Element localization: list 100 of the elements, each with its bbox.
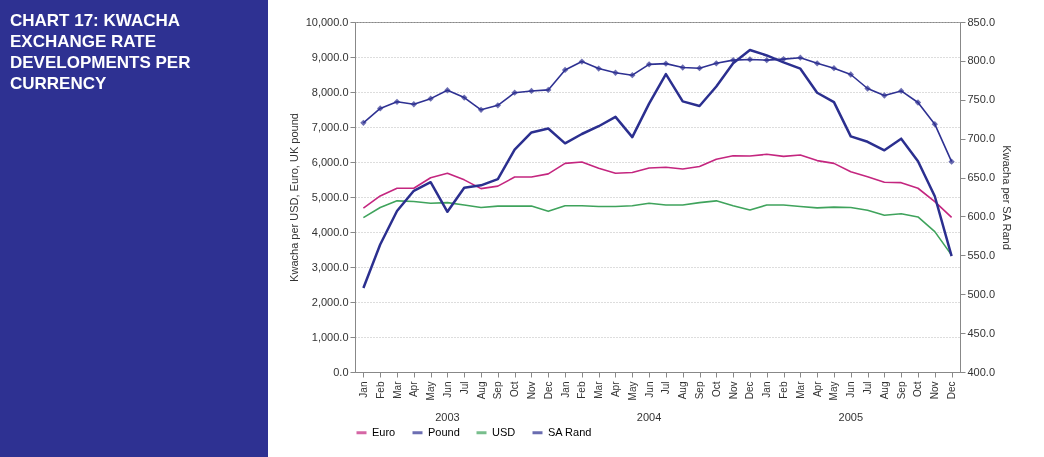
y2-tick-label: 800.0 xyxy=(967,54,996,67)
point xyxy=(645,61,653,68)
x-tick-label: Oct xyxy=(912,381,924,398)
y2-tick-label: 850.0 xyxy=(967,15,996,28)
point xyxy=(461,94,468,101)
x-tick-label: Nov xyxy=(929,381,941,400)
point xyxy=(881,92,888,99)
x-tick-label: Sep xyxy=(492,381,504,400)
y-tick-label: 6,000.0 xyxy=(311,155,349,168)
x-tick-label: Dec xyxy=(542,381,554,400)
y2-tick-label: 400.0 xyxy=(967,365,996,378)
legend-label: USD xyxy=(492,425,516,438)
x-tick-label: Apr xyxy=(609,380,621,398)
x-tick-label: Aug xyxy=(878,381,890,400)
y-tick-label: 3,000.0 xyxy=(311,260,349,273)
text: CHART 17: KWACHA EXCHANGE RATE DEVELOPMENTS PER CURRENCY xyxy=(10,10,192,94)
point xyxy=(528,87,535,95)
point xyxy=(914,99,922,106)
point xyxy=(931,121,938,128)
y-axis-title: Kwacha per USD, Euro, UK pound xyxy=(287,113,300,282)
x-tick-label: Oct xyxy=(710,381,722,398)
y2-tick-label: 450.0 xyxy=(967,326,996,339)
y-tick-label: 9,000.0 xyxy=(311,50,349,63)
point xyxy=(360,119,367,126)
line-series xyxy=(362,48,953,290)
x-tick-label: Jun xyxy=(845,381,857,398)
point xyxy=(595,65,602,72)
point xyxy=(662,60,670,67)
x-tick-label: Mar xyxy=(794,380,806,399)
point xyxy=(612,69,619,76)
point xyxy=(511,89,518,96)
y-tick-label: 0.0 xyxy=(333,365,349,378)
legend-label: Pound xyxy=(428,425,460,438)
point xyxy=(629,72,636,79)
x-tick-label: May xyxy=(828,381,840,401)
x-tick-label: Jun xyxy=(643,381,655,398)
y-tick-label: 4,000.0 xyxy=(311,225,349,238)
y2-tick-label: 550.0 xyxy=(967,248,996,261)
point xyxy=(797,54,804,61)
x-tick-label: Jul xyxy=(660,381,672,395)
x-tick-label: Dec xyxy=(946,381,958,400)
line-series xyxy=(362,153,953,219)
x-tick-label: Jul xyxy=(862,381,874,395)
y2-tick-label: 750.0 xyxy=(967,93,996,106)
text: 2005 xyxy=(838,411,864,423)
point xyxy=(864,85,871,92)
point xyxy=(847,71,854,78)
x-tick-label: Sep xyxy=(694,381,706,400)
y-tick-label: 1,000.0 xyxy=(311,330,349,343)
point xyxy=(494,102,502,109)
point xyxy=(393,98,401,105)
y2-tick-label: 700.0 xyxy=(967,132,996,145)
text: 2003 xyxy=(435,411,460,423)
y2-axis-title: Kwacha per SA Rand xyxy=(1001,145,1014,250)
point xyxy=(410,101,417,108)
x-tick-label: Aug xyxy=(475,381,487,400)
point xyxy=(813,60,821,67)
point xyxy=(830,65,838,72)
x-tick-label: Mar xyxy=(391,380,403,399)
x-tick-label: Nov xyxy=(727,381,739,400)
y-tick-label: 7,000.0 xyxy=(311,120,349,133)
y2-tick-label: 500.0 xyxy=(967,287,996,300)
point xyxy=(696,65,703,72)
x-tick-label: May xyxy=(626,381,638,401)
point xyxy=(679,64,686,71)
point xyxy=(948,158,955,165)
y2-tick-label: 600.0 xyxy=(967,209,996,222)
x-tick-label: Jan xyxy=(559,381,571,398)
x-tick-label: Nov xyxy=(525,381,537,400)
x-tick-label: Jul xyxy=(458,381,470,395)
y-tick-label: 5,000.0 xyxy=(311,190,349,203)
x-tick-label: Sep xyxy=(895,381,907,400)
x-tick-label: Dec xyxy=(744,381,756,400)
x-tick-label: May xyxy=(425,381,437,401)
x-tick-label: Jun xyxy=(441,381,453,398)
line-series xyxy=(362,200,953,256)
legend-label: Euro xyxy=(372,425,396,438)
text: 2004 xyxy=(636,411,662,423)
point xyxy=(561,66,569,74)
point xyxy=(763,56,770,64)
x-tick-label: Mar xyxy=(593,380,605,399)
x-tick-label: Jan xyxy=(357,381,369,398)
y-tick-label: 8,000.0 xyxy=(311,85,349,98)
point xyxy=(377,105,384,112)
y2-tick-label: 650.0 xyxy=(967,171,996,184)
x-tick-label: Feb xyxy=(576,381,588,399)
point xyxy=(444,87,451,94)
legend-label: SA Rand xyxy=(548,425,592,438)
point xyxy=(898,87,905,95)
x-tick-label: Oct xyxy=(509,381,521,398)
y-tick-label: 2,000.0 xyxy=(311,295,349,308)
y-tick-label: 10,000.0 xyxy=(305,15,349,28)
x-tick-label: Apr xyxy=(811,380,823,398)
x-tick-label: Feb xyxy=(778,381,790,399)
x-tick-label: Apr xyxy=(408,380,420,398)
x-tick-label: Jan xyxy=(761,381,773,398)
x-tick-label: Aug xyxy=(677,381,689,400)
point xyxy=(477,106,485,114)
point xyxy=(545,86,552,94)
point xyxy=(713,60,720,67)
